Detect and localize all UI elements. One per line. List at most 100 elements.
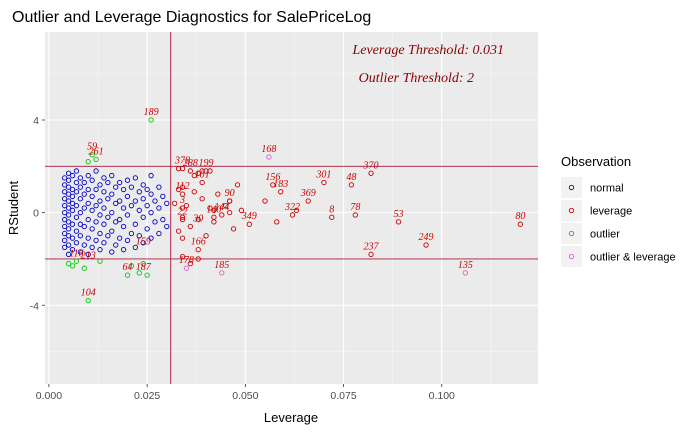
point-normal — [128, 203, 135, 209]
point-outlier — [73, 258, 80, 264]
x-axis-ticks: 0.000 0.025 0.050 0.075 0.100 — [36, 384, 455, 402]
legend-key-leverage — [561, 200, 582, 221]
point-normal — [73, 179, 80, 186]
point-normal — [148, 209, 154, 216]
point-normal — [120, 223, 127, 230]
point-outlier — [136, 270, 142, 276]
point-label: 53 — [394, 209, 404, 220]
point-leverage — [329, 214, 335, 220]
point-normal — [124, 237, 131, 244]
point-normal — [116, 235, 123, 241]
point-leverage — [219, 212, 225, 218]
point-normal — [105, 233, 111, 239]
point-normal — [61, 230, 68, 237]
point-label: 156 — [265, 172, 280, 183]
legend-title: Observation — [561, 154, 631, 169]
point-normal — [61, 203, 68, 209]
point-outlier — [148, 117, 154, 123]
point-normal — [124, 212, 131, 218]
point-label: 189 — [144, 107, 159, 118]
legend-label-outlier-leverage: outlier & leverage — [590, 252, 676, 264]
point-normal — [65, 219, 72, 225]
point-normal — [81, 223, 87, 230]
point-leverage — [274, 219, 280, 225]
point-leverage — [348, 182, 355, 188]
point-label: 78 — [350, 202, 360, 213]
point-label: 183 — [273, 179, 288, 190]
point-leverage — [179, 205, 186, 211]
point-leverage — [187, 223, 193, 230]
point-normal — [113, 242, 119, 248]
point-leverage — [215, 191, 221, 197]
point-leverage — [195, 247, 201, 253]
point-leverage — [262, 198, 268, 204]
point-normal — [81, 205, 87, 211]
point-normal — [65, 191, 72, 197]
point-leverage — [179, 216, 186, 223]
point-label: 199 — [199, 158, 214, 169]
point-outlier — [69, 263, 76, 269]
legend-key-outlier-leverage — [561, 246, 582, 267]
point-normal — [85, 216, 91, 223]
point-normal — [69, 221, 76, 227]
point-normal — [156, 205, 162, 211]
legend-marker-outlier — [568, 230, 575, 237]
point-normal — [93, 203, 99, 209]
point-normal — [93, 186, 99, 193]
point-normal — [61, 196, 68, 202]
point-normal — [89, 207, 95, 213]
point-normal — [65, 242, 72, 248]
legend-marker-normal — [568, 184, 575, 191]
point-normal — [113, 200, 119, 207]
point-leverage — [187, 168, 193, 174]
point-outlier — [89, 152, 95, 158]
point-normal — [81, 191, 87, 197]
point-outlier-leverage — [462, 270, 468, 276]
point-leverage — [199, 168, 205, 174]
point-leverage — [203, 168, 209, 174]
point-label: 3 — [179, 195, 185, 206]
point-leverage — [195, 170, 201, 176]
point-leverage — [293, 207, 300, 213]
point-normal — [81, 179, 87, 186]
point-label: 90 — [225, 188, 235, 199]
point-label: 168 — [261, 144, 276, 155]
point-normal — [164, 200, 170, 207]
point-normal — [97, 198, 103, 204]
point-normal — [109, 209, 115, 216]
point-leverage — [179, 191, 186, 197]
point-normal — [77, 175, 84, 181]
point-normal — [128, 184, 135, 190]
point-normal — [85, 235, 91, 241]
point-outlier — [85, 297, 91, 304]
point-leverage — [226, 209, 233, 216]
point-normal — [109, 228, 115, 234]
point-normal — [136, 207, 142, 213]
data-points — [61, 117, 523, 304]
point-normal — [73, 214, 80, 220]
point-outlier-leverage — [266, 154, 272, 160]
point-normal — [65, 205, 72, 211]
point-label: 187 — [136, 262, 152, 273]
point-normal — [132, 175, 139, 181]
point-outlier — [85, 159, 91, 165]
point-label: 370 — [363, 160, 379, 171]
legend-label-normal: normal — [590, 183, 624, 195]
threshold-lines — [45, 32, 538, 384]
point-normal — [148, 172, 154, 179]
legend-label-outlier: outlier — [590, 229, 620, 241]
point-normal — [65, 226, 72, 232]
point-leverage — [423, 242, 429, 248]
point-normal — [61, 216, 68, 223]
point-normal — [65, 233, 72, 239]
point-normal — [116, 198, 123, 204]
point-normal — [97, 182, 103, 188]
point-outlier — [97, 258, 103, 264]
point-normal — [65, 212, 72, 218]
point-leverage — [211, 207, 217, 213]
point-outlier — [93, 156, 99, 163]
point-normal — [156, 184, 162, 190]
point-label: 369 — [300, 188, 316, 199]
point-outlier — [140, 260, 146, 267]
